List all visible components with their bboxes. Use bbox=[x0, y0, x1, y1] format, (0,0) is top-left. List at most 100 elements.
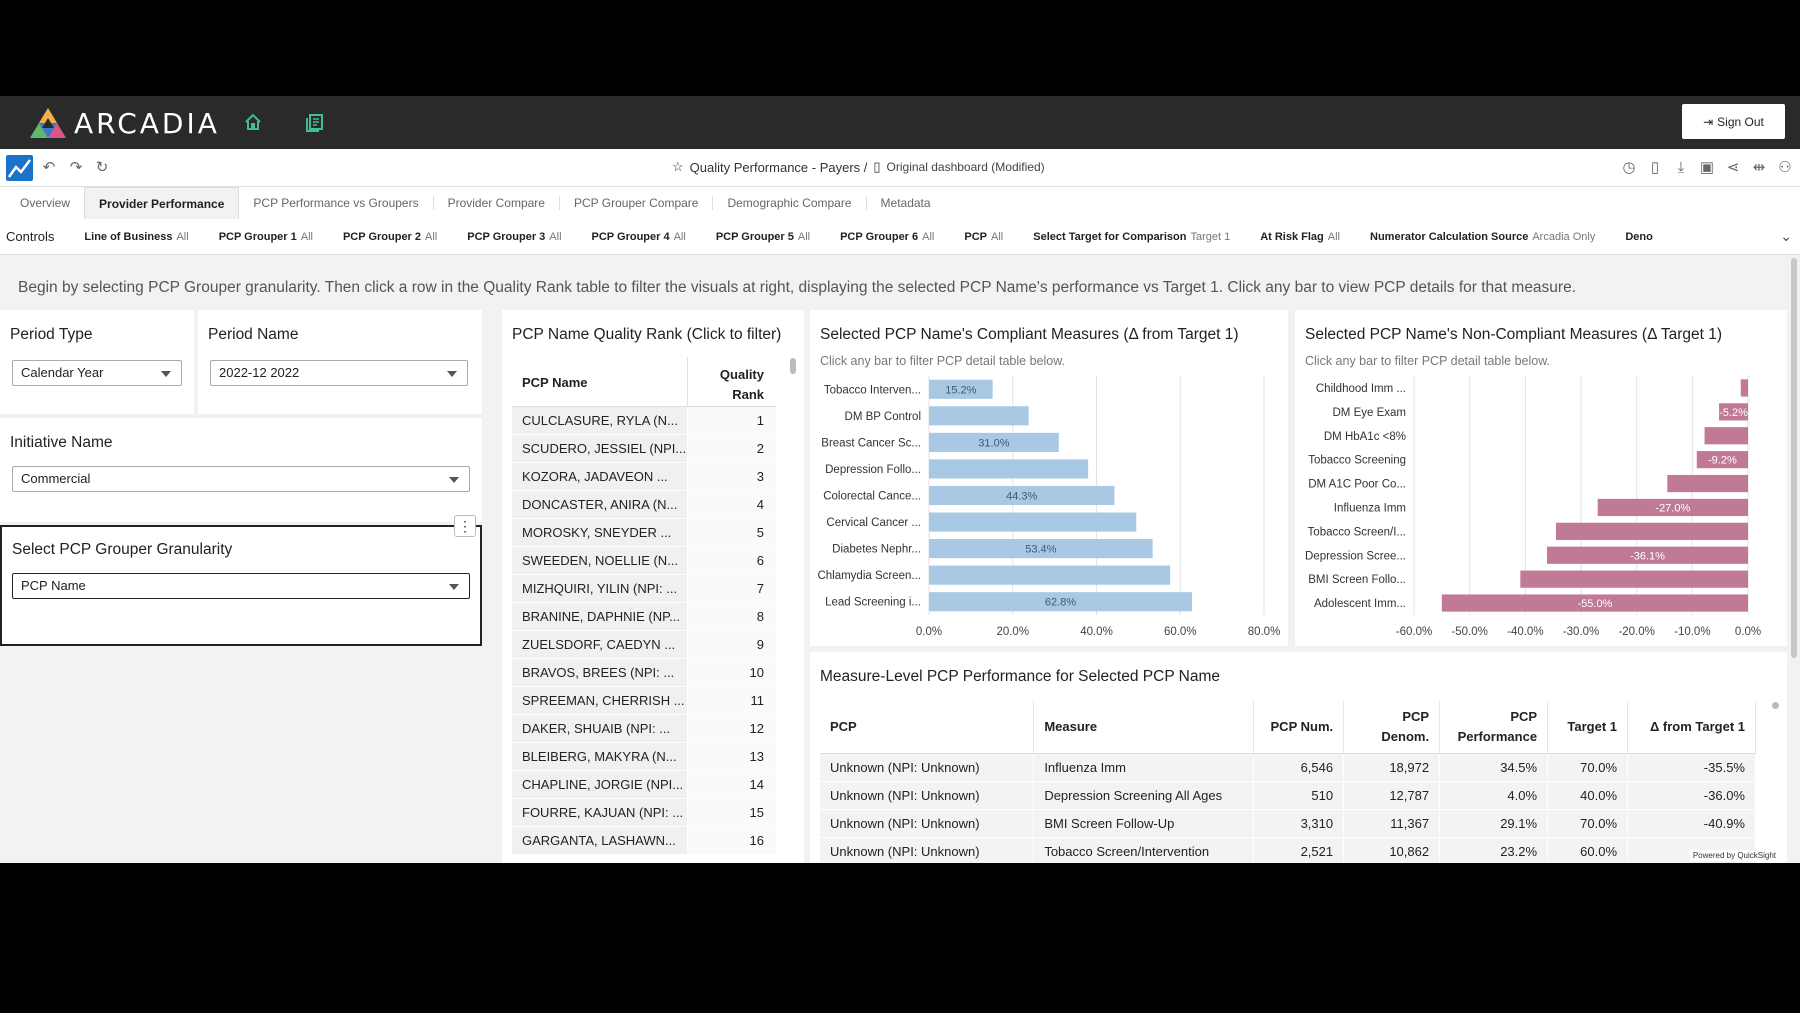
pcp-name-cell[interactable]: MOROSKY, SNEYDER ... bbox=[512, 519, 688, 546]
quality-rank-cell[interactable]: 14 bbox=[688, 771, 776, 798]
bar[interactable] bbox=[1696, 451, 1748, 469]
table-scroll-indicator[interactable] bbox=[1772, 702, 1779, 709]
pcp-num-cell[interactable]: 3,310 bbox=[1253, 809, 1345, 838]
quality-rank-cell[interactable]: 16 bbox=[688, 827, 776, 854]
reports-icon[interactable] bbox=[305, 112, 327, 134]
control-numerator-source[interactable]: Numerator Calculation Source Arcadia Only bbox=[1370, 231, 1595, 243]
column-header-pcp-num[interactable]: PCP Num. bbox=[1253, 701, 1345, 754]
control-pcp-grouper-2[interactable]: PCP Grouper 2 All bbox=[343, 231, 437, 243]
tab-pcp-grouper-compare[interactable]: PCP Grouper Compare bbox=[573, 196, 699, 210]
quality-rank-cell[interactable]: 6 bbox=[688, 547, 776, 574]
quality-rank-cell[interactable]: 10 bbox=[688, 659, 776, 686]
bar[interactable] bbox=[929, 512, 1137, 532]
tab-metadata[interactable]: Metadata bbox=[880, 196, 931, 210]
control-pcp-grouper-5[interactable]: PCP Grouper 5 All bbox=[716, 231, 810, 243]
pcp-num-cell[interactable]: 2,521 bbox=[1253, 837, 1345, 863]
pcp-name-cell[interactable]: SPREEMAN, CHERRISH ... bbox=[512, 687, 688, 714]
table-row[interactable]: Unknown (NPI: Unknown) Influenza Imm 6,546… bbox=[820, 753, 1756, 782]
table-row[interactable]: Unknown (NPI: Unknown) Tobacco Screen/Int… bbox=[820, 837, 1756, 863]
target-cell[interactable]: 70.0% bbox=[1547, 753, 1629, 782]
pcp-name-cell[interactable]: ZUELSDORF, CAEDYN ... bbox=[512, 631, 688, 658]
pcp-name-cell[interactable]: BRANINE, DAPHNIE (NP... bbox=[512, 603, 688, 630]
pcp-num-cell[interactable]: 510 bbox=[1253, 781, 1345, 810]
quality-rank-cell[interactable]: 11 bbox=[688, 687, 776, 714]
pcp-name-cell[interactable]: MIZHQUIRI, YILIN (NPI: ... bbox=[512, 575, 688, 602]
table-row[interactable]: SCUDERO, JESSIEL (NPI... 2 bbox=[512, 435, 776, 463]
reset-icon[interactable]: ↻ bbox=[95, 159, 109, 176]
bookmarks-icon[interactable]: ▯ bbox=[1650, 159, 1660, 176]
pcp-denom-cell[interactable]: 12,787 bbox=[1343, 781, 1441, 810]
bar[interactable] bbox=[929, 592, 1192, 612]
pcp-name-cell[interactable]: CHAPLINE, JORGIE (NPI... bbox=[512, 771, 688, 798]
table-row[interactable]: Unknown (NPI: Unknown) Depression Screeni… bbox=[820, 781, 1756, 810]
schedule-icon[interactable]: ◷ bbox=[1622, 159, 1636, 176]
bar[interactable] bbox=[1597, 498, 1748, 517]
quality-rank-cell[interactable]: 2 bbox=[688, 435, 776, 462]
pcp-name-cell[interactable]: CULCLASURE, RYLA (N... bbox=[512, 407, 688, 434]
measure-cell[interactable]: BMI Screen Follow-Up bbox=[1033, 809, 1255, 838]
column-header-target-1[interactable]: Target 1 bbox=[1547, 701, 1629, 754]
bar[interactable] bbox=[929, 406, 1029, 426]
bar[interactable] bbox=[929, 459, 1089, 479]
pcp-cell[interactable]: Unknown (NPI: Unknown) bbox=[820, 809, 1035, 838]
control-select-target[interactable]: Select Target for Comparison Target 1 bbox=[1033, 231, 1230, 243]
quality-rank-cell[interactable]: 8 bbox=[688, 603, 776, 630]
measure-cell[interactable]: Tobacco Screen/Intervention bbox=[1033, 837, 1255, 863]
column-header-pcp-name[interactable]: PCP Name bbox=[512, 357, 688, 406]
pcp-name-cell[interactable]: SCUDERO, JESSIEL (NPI... bbox=[512, 435, 688, 462]
pcp-denom-cell[interactable]: 11,367 bbox=[1343, 809, 1441, 838]
table-row[interactable]: GARGANTA, LASHAWN... 16 bbox=[512, 827, 776, 855]
control-pcp-grouper-6[interactable]: PCP Grouper 6 All bbox=[840, 231, 934, 243]
quality-rank-cell[interactable]: 1 bbox=[688, 407, 776, 434]
tab-provider-compare[interactable]: Provider Compare bbox=[447, 196, 545, 210]
period-name-dropdown[interactable]: 2022-12 2022 bbox=[210, 360, 468, 386]
user-icon[interactable]: ⚇ bbox=[1778, 159, 1792, 176]
pcp-cell[interactable]: Unknown (NPI: Unknown) bbox=[820, 837, 1035, 863]
target-cell[interactable]: 40.0% bbox=[1547, 781, 1629, 810]
dashboard-version[interactable]: Original dashboard (Modified) bbox=[886, 160, 1045, 174]
control-pcp[interactable]: PCP All bbox=[964, 231, 1003, 243]
bar[interactable] bbox=[1667, 474, 1748, 493]
bar[interactable] bbox=[1547, 546, 1748, 564]
bar[interactable] bbox=[1520, 570, 1748, 588]
control-pcp-grouper-1[interactable]: PCP Grouper 1 All bbox=[219, 231, 313, 243]
quicksight-logo-icon[interactable] bbox=[6, 155, 33, 181]
quality-rank-cell[interactable]: 9 bbox=[688, 631, 776, 658]
bar[interactable] bbox=[929, 565, 1171, 585]
pcp-name-cell[interactable]: SWEEDEN, NOELLIE (N... bbox=[512, 547, 688, 574]
table-row[interactable]: Unknown (NPI: Unknown) BMI Screen Follow-… bbox=[820, 809, 1756, 838]
table-row[interactable]: DONCASTER, ANIRA (N... 4 bbox=[512, 491, 776, 519]
more-options-icon[interactable]: ⋮ bbox=[454, 515, 476, 537]
table-row[interactable]: MOROSKY, SNEYDER ... 5 bbox=[512, 519, 776, 547]
quality-rank-cell[interactable]: 13 bbox=[688, 743, 776, 770]
delta-cell[interactable]: -36.0% bbox=[1627, 781, 1756, 810]
pcp-name-cell[interactable]: GARGANTA, LASHAWN... bbox=[512, 827, 688, 854]
table-row[interactable]: SPREEMAN, CHERRISH ... 11 bbox=[512, 687, 776, 715]
column-header-delta-target[interactable]: Δ from Target 1 bbox=[1627, 701, 1756, 754]
home-icon[interactable] bbox=[243, 112, 265, 134]
control-pcp-grouper-3[interactable]: PCP Grouper 3 All bbox=[467, 231, 561, 243]
bar[interactable] bbox=[1555, 522, 1748, 540]
share-icon[interactable]: ⋖ bbox=[1726, 159, 1740, 176]
pcp-name-cell[interactable]: KOZORA, JADAVEON ... bbox=[512, 463, 688, 490]
control-pcp-grouper-4[interactable]: PCP Grouper 4 All bbox=[592, 231, 686, 243]
column-header-pcp[interactable]: PCP bbox=[820, 701, 1035, 754]
quality-rank-cell[interactable]: 15 bbox=[688, 799, 776, 826]
bar[interactable] bbox=[1740, 379, 1748, 397]
delta-cell[interactable]: -35.5% bbox=[1627, 753, 1756, 782]
pcp-denom-cell[interactable]: 10,862 bbox=[1343, 837, 1441, 863]
tab-demographic-compare[interactable]: Demographic Compare bbox=[727, 196, 852, 210]
quality-rank-cell[interactable]: 5 bbox=[688, 519, 776, 546]
bar[interactable] bbox=[929, 379, 993, 399]
quality-rank-cell[interactable]: 3 bbox=[688, 463, 776, 490]
pcp-performance-cell[interactable]: 23.2% bbox=[1439, 837, 1549, 863]
table-row[interactable]: DAKER, SHUAIB (NPI: ... 12 bbox=[512, 715, 776, 743]
quality-rank-cell[interactable]: 12 bbox=[688, 715, 776, 742]
quality-rank-cell[interactable]: 4 bbox=[688, 491, 776, 518]
bar[interactable] bbox=[1441, 594, 1748, 612]
table-row[interactable]: BRANINE, DAPHNIE (NP... 8 bbox=[512, 603, 776, 631]
granularity-dropdown[interactable]: PCP Name bbox=[12, 573, 470, 599]
column-header-pcp-denom[interactable]: PCP Denom. bbox=[1343, 701, 1441, 754]
bar[interactable] bbox=[929, 539, 1153, 559]
initiative-dropdown[interactable]: Commercial bbox=[12, 466, 470, 492]
